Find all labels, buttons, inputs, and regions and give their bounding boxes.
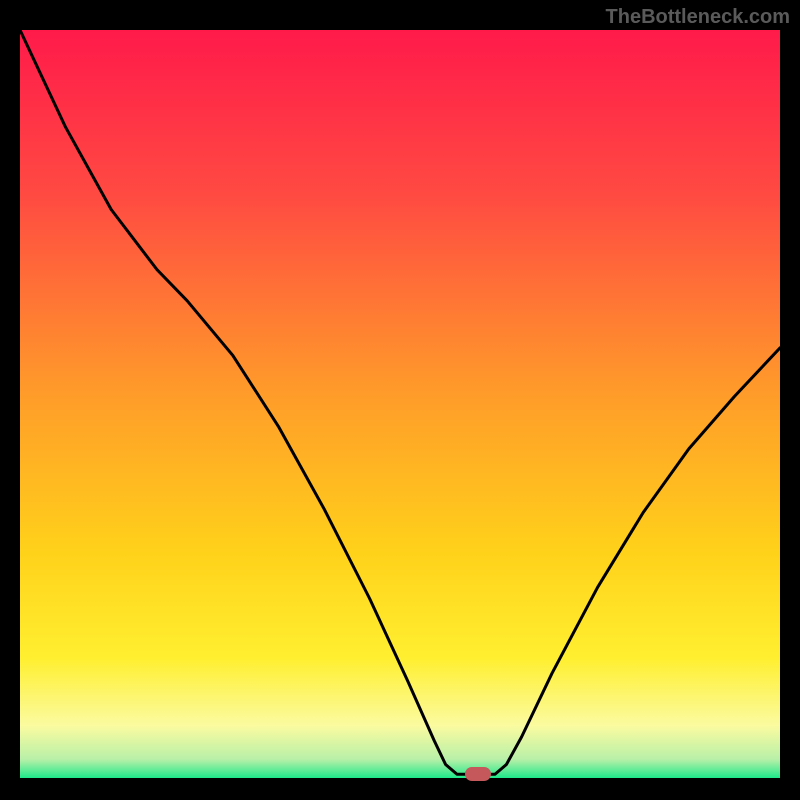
watermark-text: TheBottleneck.com (606, 6, 790, 29)
curve-path (20, 30, 780, 774)
optimal-point-marker (465, 767, 491, 781)
bottleneck-curve (20, 30, 780, 778)
chart-plot-area (20, 30, 780, 778)
